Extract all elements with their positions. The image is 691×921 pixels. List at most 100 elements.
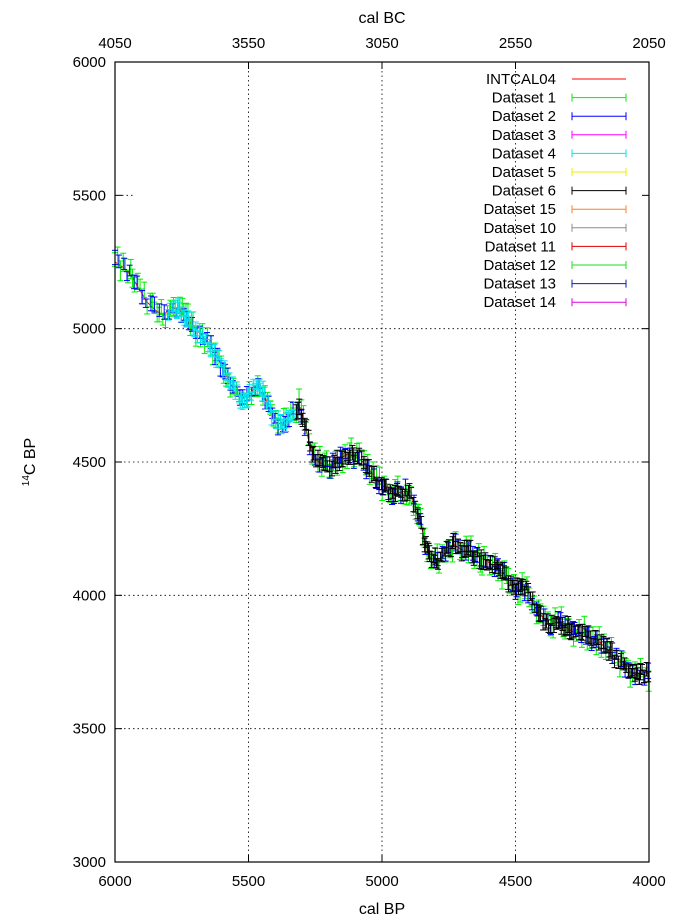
legend-item-dataset-12: Dataset 12 [483,257,627,274]
data-point [455,538,462,554]
data-point [188,311,195,326]
data-point [121,257,128,270]
data-point [288,409,295,423]
legend-label: Dataset 14 [483,294,556,311]
data-point [332,457,339,474]
data-point [432,547,439,565]
data-point [134,275,141,290]
y-tick-label: 4500 [73,454,106,471]
x-tick-label: 4500 [499,873,532,890]
data-point [131,274,138,290]
legend-item-dataset-11: Dataset 11 [485,238,627,255]
legend-item-dataset-6: Dataset 6 [492,183,627,200]
data-point [318,457,325,467]
legend-label: Dataset 2 [492,108,556,125]
series-dataset-4 [165,297,299,435]
data-point [445,542,452,554]
legend-item-dataset-14: Dataset 14 [483,294,627,311]
data-point [271,412,278,424]
x2-tick-label: 3550 [232,35,265,52]
data-point [389,487,396,499]
x2-tick-label: 4050 [98,35,131,52]
y-axis-title: 14C BP [21,438,39,486]
data-point [526,587,533,608]
data-point [378,477,385,491]
legend-item-dataset-15: Dataset 15 [483,201,627,218]
legend-label: Dataset 10 [483,220,556,237]
y-axis-title-superscript: 14 [21,475,32,487]
data-point [244,394,251,408]
legend-item-dataset-4: Dataset 4 [492,145,627,162]
x2-tick-label: 2550 [499,35,532,52]
data-point [421,537,428,553]
data-point [495,564,502,577]
data-point [142,298,149,308]
data-points [112,246,652,692]
data-point [260,380,267,397]
legend-item-dataset-13: Dataset 13 [483,276,627,293]
data-point [151,296,158,313]
data-point [641,670,648,684]
axis-ticks [114,61,650,863]
x-tick-label: 4000 [632,873,665,890]
data-point [383,478,390,492]
data-point [491,556,498,570]
data-point [636,672,643,685]
data-point [298,408,305,425]
data-point [645,671,652,683]
legend-label: Dataset 1 [492,90,556,107]
series-dataset-6 [293,398,652,685]
data-point [226,372,233,385]
legend-label: Dataset 13 [483,276,556,293]
y-tick-label: 3500 [73,721,106,738]
legend-item-dataset-5: Dataset 5 [492,164,627,181]
legend-label: Dataset 5 [492,164,556,181]
data-point [482,552,489,569]
data-point [534,604,541,617]
data-point [147,295,154,312]
data-point [437,551,444,562]
data-point [294,401,301,419]
data-point [555,618,562,630]
legend-label: Dataset 12 [483,257,556,274]
data-point [268,410,275,426]
data-point [293,404,300,421]
data-point [115,254,122,269]
data-point [411,494,418,505]
data-point [303,419,310,430]
y-tick-label: 4000 [73,587,106,604]
y-tick-label: 6000 [73,54,106,71]
y-axis-title-main: C BP [22,438,39,475]
x-tick-label: 6000 [98,873,131,890]
y-tick-label: 5500 [73,187,106,204]
data-point [637,662,644,681]
legend-item-dataset-10: Dataset 10 [483,220,627,237]
data-point [196,323,203,337]
legend-item-dataset-3: Dataset 3 [492,127,627,144]
tick-labels: 6000 4050 5500 3550 5000 3050 4500 2550 4000 2050… [73,35,666,890]
data-point [566,623,573,640]
x-tick-label: 5000 [365,873,398,890]
legend-item-dataset-2: Dataset 2 [492,108,627,125]
legend-item-intcal04: INTCAL04 [486,71,626,88]
data-point [175,297,182,314]
legend-label: Dataset 11 [485,238,556,255]
data-point [571,622,578,635]
data-point [221,360,228,376]
legend-label: Dataset 6 [492,183,556,200]
data-point [418,515,425,529]
data-point [211,343,218,355]
data-point [165,309,172,321]
legend-label: Dataset 3 [492,127,556,144]
y-tick-label: 5000 [73,321,106,338]
data-point [570,621,577,639]
data-point [287,411,294,421]
bottom-axis-title: cal BP [359,901,405,918]
legend-label: Dataset 15 [483,201,556,218]
grid-lines [115,62,649,862]
data-point [156,303,163,317]
data-point [502,566,509,581]
x-tick-label: 5500 [232,873,265,890]
